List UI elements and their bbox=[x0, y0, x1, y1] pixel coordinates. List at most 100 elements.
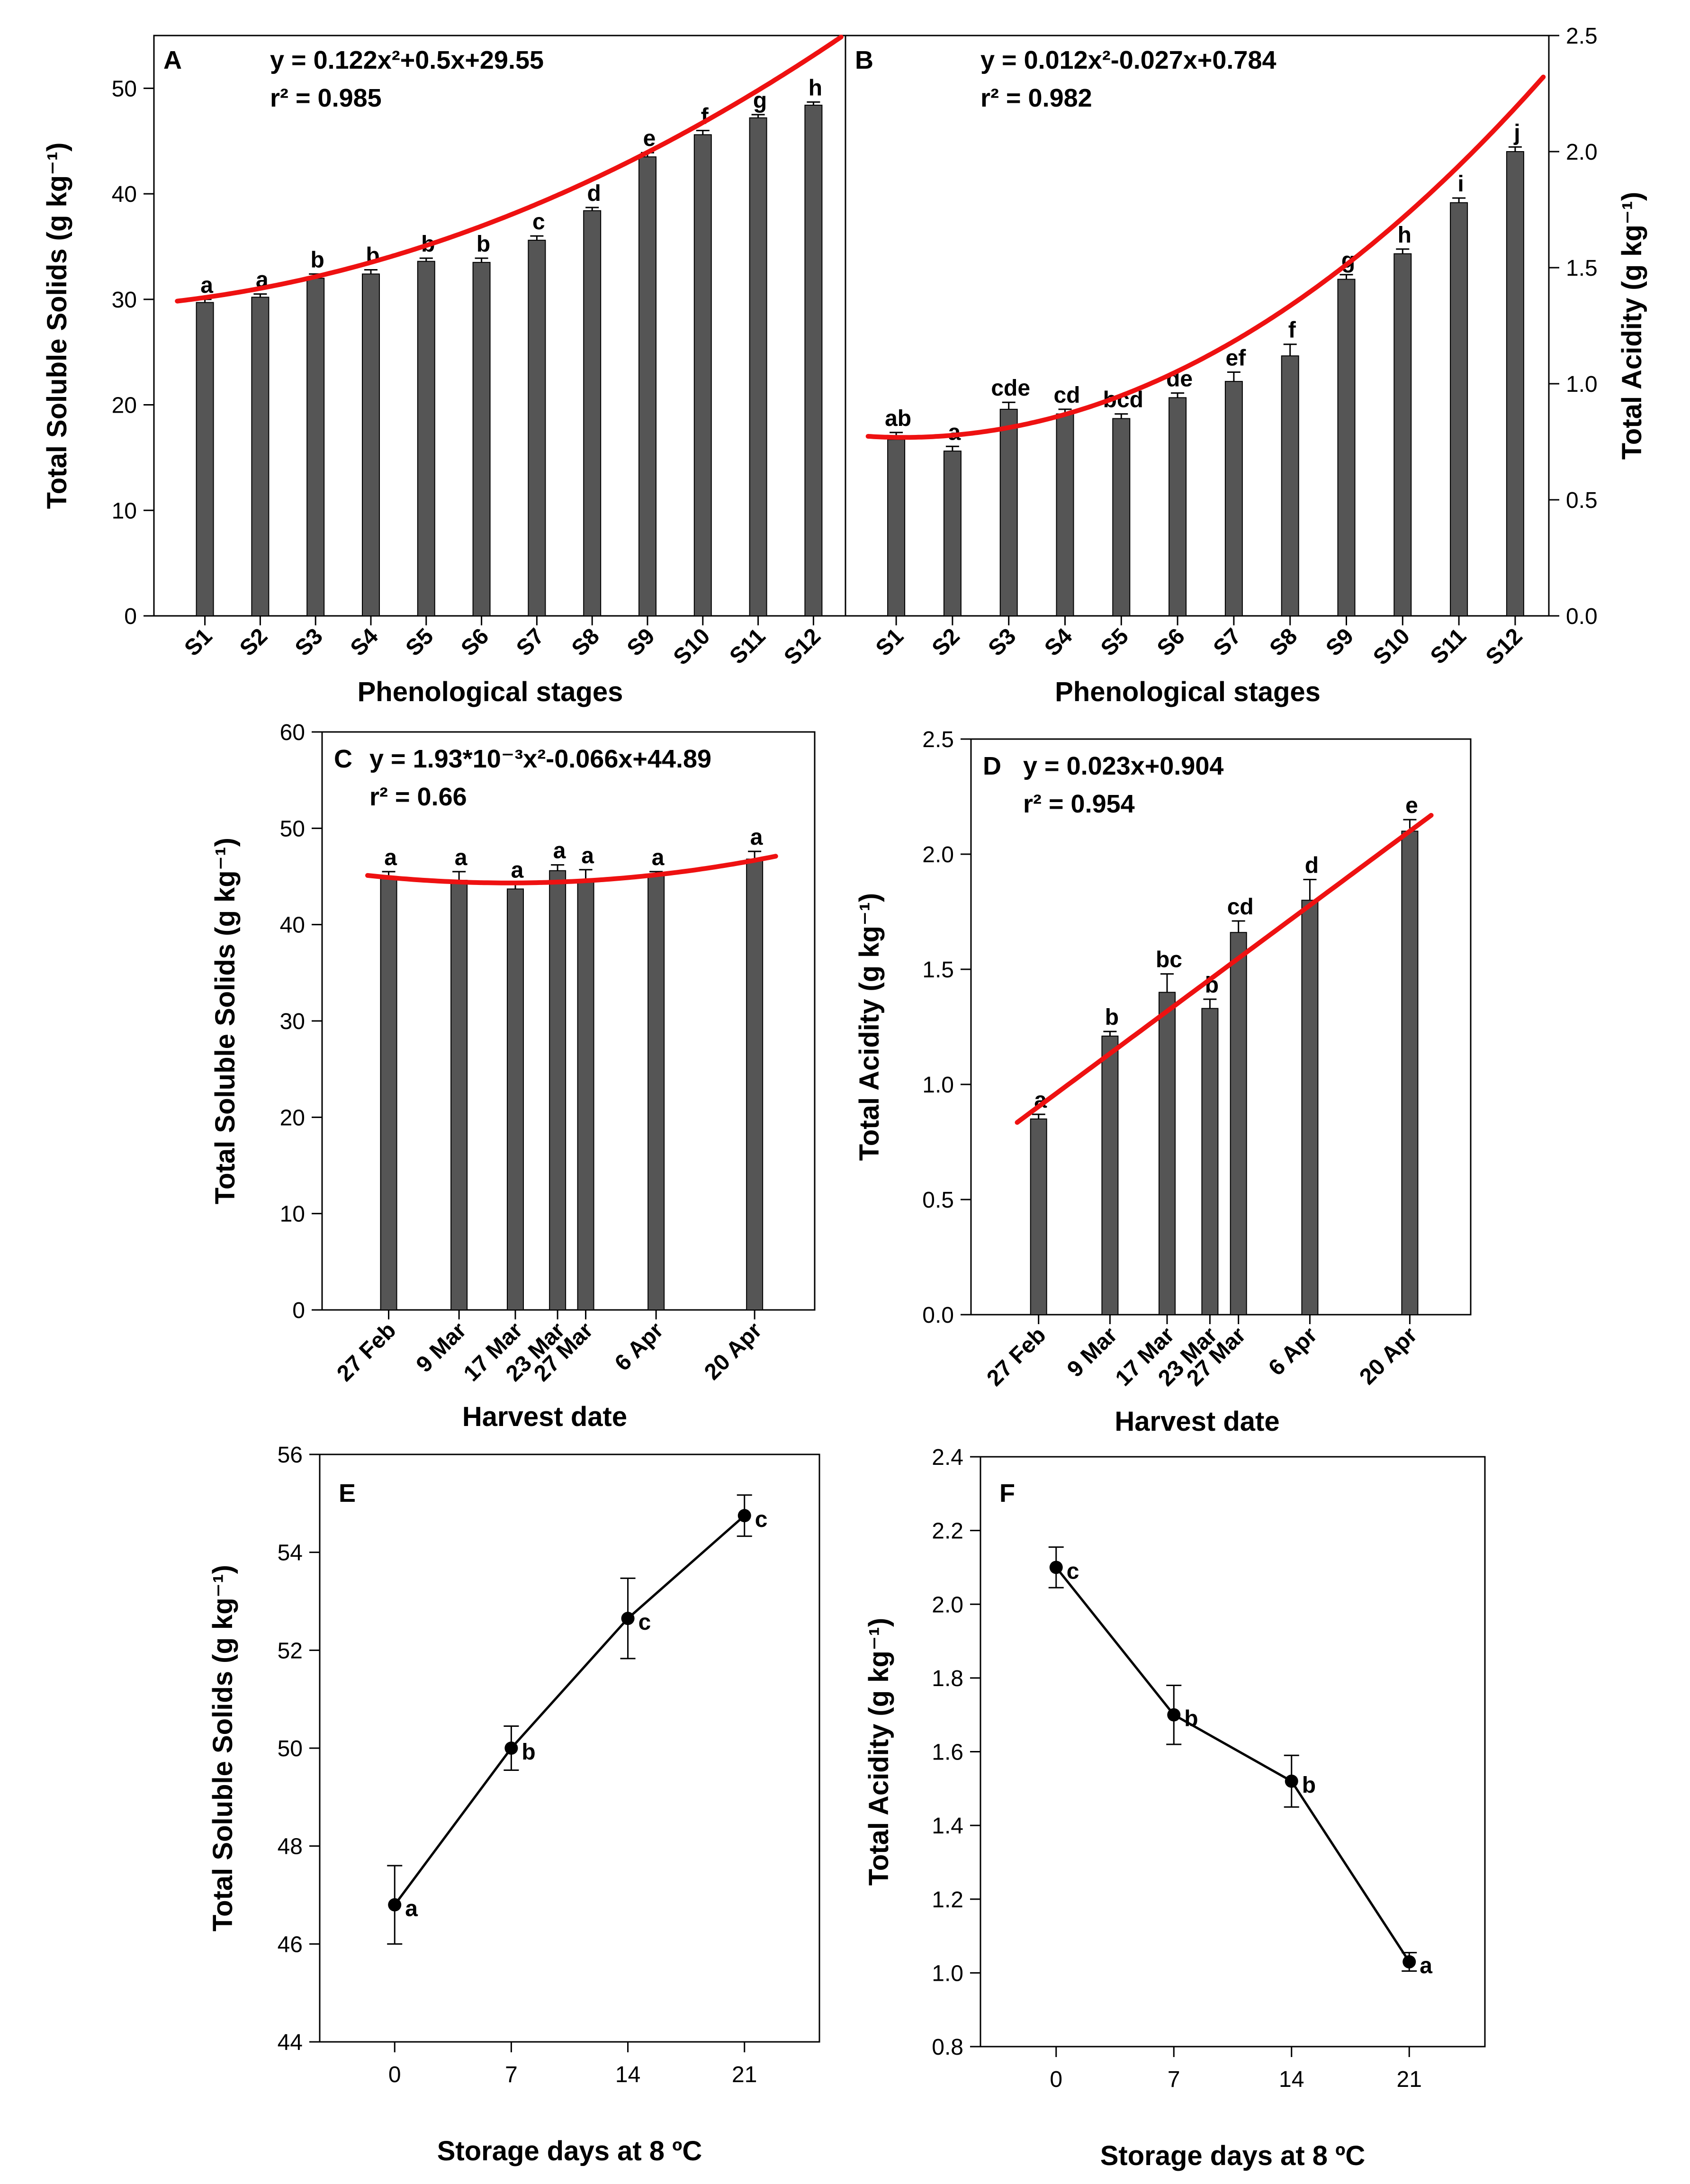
significance-letter: b bbox=[1184, 1706, 1198, 1732]
y-tick-label: 50 bbox=[280, 816, 305, 841]
significance-letter: b bbox=[1105, 1005, 1119, 1030]
y-axis-title: Total Soluble Solids (g kg⁻¹) bbox=[42, 143, 72, 509]
bar bbox=[1224, 381, 1243, 616]
significance-letter: a bbox=[455, 845, 467, 870]
y-tick-label: 1.5 bbox=[922, 957, 954, 983]
bar bbox=[1281, 355, 1299, 616]
y-tick-label: 0.0 bbox=[922, 1303, 954, 1328]
fit-curve bbox=[175, 35, 844, 304]
significance-letter: a bbox=[750, 825, 763, 850]
x-tick-label: S5 bbox=[1096, 623, 1133, 661]
y-tick-label: 0.5 bbox=[922, 1188, 954, 1213]
bar bbox=[1169, 397, 1187, 617]
x-tick-label: S12 bbox=[1481, 623, 1528, 670]
y-tick-label: 2.0 bbox=[1566, 140, 1598, 165]
x-tick-label: S8 bbox=[567, 623, 604, 661]
x-tick-label: S3 bbox=[983, 623, 1021, 661]
y-tick-label: 30 bbox=[280, 1009, 305, 1034]
panel-letter: C bbox=[334, 745, 352, 773]
y-tick-label: 54 bbox=[278, 1541, 303, 1566]
y-tick-label: 40 bbox=[112, 182, 137, 207]
fit-r2: r² = 0.954 bbox=[1023, 790, 1135, 818]
x-axis-title: Phenological stages bbox=[1055, 677, 1321, 707]
bar bbox=[1450, 202, 1468, 616]
x-tick-label: S9 bbox=[622, 623, 660, 661]
fit-curve bbox=[865, 74, 1546, 440]
significance-letter: c bbox=[638, 1610, 651, 1635]
data-point bbox=[388, 1898, 402, 1912]
x-tick-label: 0 bbox=[388, 2062, 401, 2087]
data-point bbox=[1285, 1774, 1298, 1788]
bar bbox=[1101, 1035, 1119, 1315]
y-tick-label: 60 bbox=[280, 720, 305, 745]
y-tick-label: 1.5 bbox=[1566, 256, 1598, 281]
bar bbox=[507, 888, 524, 1310]
significance-letter: cde bbox=[991, 376, 1030, 401]
significance-letter: b bbox=[476, 232, 490, 257]
x-axis-title: Storage days at 8 ºC bbox=[1100, 2140, 1366, 2171]
y-tick-label: 0.5 bbox=[1566, 488, 1598, 513]
y-tick-label: 0 bbox=[124, 604, 137, 629]
bar bbox=[887, 439, 906, 616]
fit-equation: y = 1.93*10⁻³x²-0.066x+44.89 bbox=[369, 745, 711, 773]
significance-letter: c bbox=[532, 209, 545, 235]
bar bbox=[746, 858, 764, 1310]
significance-letter: e bbox=[1405, 793, 1418, 818]
x-tick-label: 20 Apr bbox=[700, 1318, 767, 1385]
bar bbox=[1159, 992, 1176, 1316]
x-tick-label: S9 bbox=[1321, 623, 1358, 661]
y-tick-label: 44 bbox=[278, 2030, 303, 2055]
chart-panel-f: 0.8 1.0 1.2 1.4 1.6 1.8 2.0 2.2 2.4 Total Acidity… bbox=[863, 1445, 1486, 2171]
fit-r2: r² = 0.982 bbox=[980, 84, 1092, 112]
bar bbox=[749, 117, 767, 616]
y-tick-label: 10 bbox=[280, 1202, 305, 1227]
fit-equation: y = 0.023x+0.904 bbox=[1023, 752, 1223, 780]
bar bbox=[528, 240, 546, 617]
x-tick-label: 7 bbox=[1168, 2067, 1180, 2092]
x-tick-label: S10 bbox=[1368, 623, 1415, 670]
panel-letter: D bbox=[983, 752, 1001, 780]
bar bbox=[693, 134, 712, 616]
significance-letter: b bbox=[521, 1740, 535, 1765]
bar bbox=[196, 302, 214, 616]
x-axis-title: Harvest date bbox=[462, 1401, 627, 1432]
fit-curve bbox=[1015, 812, 1434, 1125]
fit-equation: y = 0.012x²-0.027x+0.784 bbox=[980, 46, 1276, 74]
x-tick-label: 27 Feb bbox=[982, 1322, 1051, 1391]
significance-letter: a bbox=[553, 839, 566, 864]
x-tick-label: 14 bbox=[615, 2062, 640, 2087]
x-tick-label: 21 bbox=[732, 2062, 757, 2087]
x-tick-label: S7 bbox=[512, 623, 549, 661]
bar bbox=[647, 874, 665, 1310]
data-point bbox=[621, 1612, 635, 1625]
bar bbox=[1506, 151, 1524, 616]
x-axis-title: Storage days at 8 ºC bbox=[437, 2136, 702, 2166]
y-axis-title: Total Acidity (g kg⁻¹) bbox=[863, 1618, 894, 1886]
significance-letter: f bbox=[1288, 318, 1296, 343]
x-tick-label: S4 bbox=[346, 623, 383, 661]
data-point bbox=[1049, 1561, 1063, 1574]
fit-equation: y = 0.122x²+0.5x+29.55 bbox=[270, 46, 544, 74]
significance-letter: j bbox=[1513, 120, 1520, 145]
significance-letter: c bbox=[1067, 1559, 1079, 1584]
y-tick-label: 20 bbox=[112, 393, 137, 418]
y-tick-label: 2.2 bbox=[932, 1519, 963, 1544]
chart-panel-b: 0.0 0.5 1.0 1.5 2.0 2.5 Total Acidity (g kg⁻¹)… bbox=[845, 24, 1647, 707]
x-tick-label: 20 Apr bbox=[1355, 1322, 1422, 1390]
chart-panel-c: 0 10 20 30 40 50 60 Total Soluble Solids (g kg⁻… bbox=[210, 720, 816, 1432]
bar bbox=[472, 262, 491, 616]
significance-letter: h bbox=[1398, 223, 1411, 248]
x-tick-label: S1 bbox=[871, 623, 908, 661]
bar bbox=[583, 210, 602, 616]
significance-letter: cd bbox=[1053, 383, 1080, 408]
bar bbox=[380, 876, 397, 1310]
y-tick-label: 52 bbox=[278, 1638, 303, 1663]
bar bbox=[1301, 900, 1319, 1315]
chart-panel-a: 0 10 20 30 40 50 Total Soluble Solids (g kg⁻¹)… bbox=[42, 35, 846, 707]
x-tick-label: S6 bbox=[1152, 623, 1190, 661]
bar bbox=[1393, 253, 1412, 616]
x-tick-label: S4 bbox=[1040, 623, 1077, 661]
significance-letter: b bbox=[311, 247, 324, 272]
bar bbox=[362, 273, 380, 616]
